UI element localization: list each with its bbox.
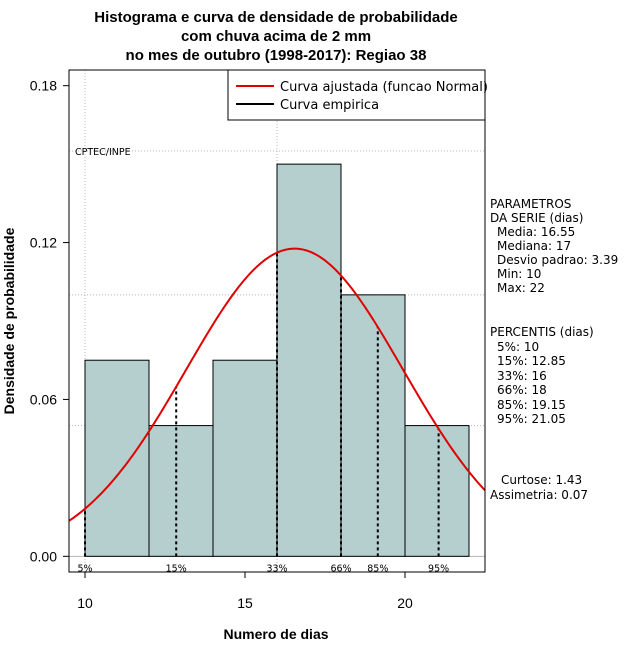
percentile-label-2: 33%: [266, 563, 287, 574]
x-tick-label-1: 15: [237, 595, 253, 611]
assimetria-value: Assimetria: 0.07: [490, 488, 588, 502]
histogram-bars: [84, 163, 470, 557]
percentile-lines: 5% 15% 33% 66% 85% 95%: [77, 252, 449, 574]
legend-label-empirical: Curva empirica: [280, 98, 379, 113]
percentile-label-5: 95%: [428, 563, 449, 574]
stats-panel: PARAMETROS DA SERIE (dias) Media: 16.55 …: [490, 197, 618, 502]
chart-title-line-1: Histograma e curva de densidade de proba…: [94, 9, 457, 26]
y-tick-label-3: 0.18: [30, 78, 57, 94]
curtose-value: Curtose: 1.43: [501, 473, 582, 487]
percentile-label-1: 15%: [166, 563, 187, 574]
y-axis-label: Densidade de probabilidade: [1, 227, 17, 414]
percentil-95: 95%: 21.05: [497, 412, 566, 426]
legend-label-normal: Curva ajustada (funcao Normal): [280, 80, 488, 95]
histogram-bar-4: [340, 294, 406, 557]
percentil-85: 85%: 19.15: [497, 398, 566, 412]
y-tick-label-1: 0.06: [30, 391, 57, 407]
histogram-bar-3: [276, 163, 342, 557]
chart-legend: Curva ajustada (funcao Normal) Curva emp…: [227, 69, 488, 121]
histogram-bar-0: [84, 359, 150, 557]
percentis-title: PERCENTIS (dias): [490, 325, 594, 339]
histogram-bar-5: [404, 425, 470, 557]
normal-curve-line: [68, 247, 486, 522]
legend-box: [227, 69, 486, 121]
param-max: Max: 22: [497, 281, 545, 295]
param-min: Min: 10: [497, 267, 541, 281]
param-mediana: Mediana: 17: [497, 239, 571, 253]
watermark-label: CPTEC/INPE: [75, 147, 131, 158]
chart-title-line-2: com chuva acima de 2 mm: [181, 28, 371, 45]
histogram-bar-2: [212, 359, 278, 557]
percentile-label-3: 66%: [330, 563, 351, 574]
param-media: Media: 16.55: [497, 225, 575, 239]
param-desvio: Desvio padrao: 3.39: [497, 253, 618, 267]
normal-curve-layer: [68, 247, 486, 522]
chart-title-line-3: no mes de outubro (1998-2017): Regiao 38: [126, 47, 427, 64]
axes: 0.00 0.06 0.12 0.18 10 15 20: [30, 69, 486, 611]
params-title-line-2: DA SERIE (dias): [490, 211, 583, 225]
percentile-label-0: 5%: [77, 563, 92, 574]
y-tick-label-2: 0.12: [30, 235, 57, 251]
params-title-line-1: PARAMETROS: [490, 197, 571, 211]
x-axis-label: Numero de dias: [223, 626, 328, 642]
histogram-bar-1: [148, 425, 214, 557]
percentil-15: 15%: 12.85: [497, 354, 566, 368]
x-tick-label-2: 20: [397, 595, 413, 611]
percentil-5: 5%: 10: [497, 340, 539, 354]
percentil-66: 66%: 18: [497, 383, 547, 397]
x-tick-label-0: 10: [77, 595, 93, 611]
y-tick-label-0: 0.00: [30, 548, 57, 564]
percentile-label-4: 85%: [367, 563, 388, 574]
percentil-33: 33%: 16: [497, 369, 547, 383]
